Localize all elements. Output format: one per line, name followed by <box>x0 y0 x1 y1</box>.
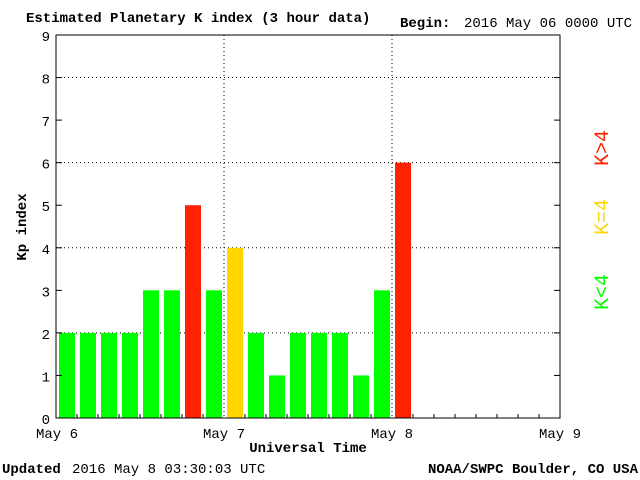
y-tick-label: 9 <box>42 30 50 46</box>
bar <box>311 332 327 418</box>
legend-label: K>4 <box>592 130 615 166</box>
x-tick-label: May 8 <box>371 427 413 443</box>
y-tick-label: 5 <box>42 200 50 216</box>
bar <box>101 332 117 418</box>
begin-label: Begin: <box>400 16 450 32</box>
begin-date: 2016 May 06 0000 UTC <box>464 16 632 32</box>
bar <box>143 290 159 418</box>
legend-label: K=4 <box>592 199 615 235</box>
x-axis-label: Universal Time <box>249 441 367 457</box>
y-tick-label: 3 <box>42 285 50 301</box>
x-tick-label: May 6 <box>36 427 78 443</box>
bar <box>164 290 180 418</box>
y-tick-label: 6 <box>42 158 50 174</box>
bar <box>248 332 264 418</box>
y-tick-label: 4 <box>42 243 50 259</box>
bar <box>122 332 138 418</box>
bar <box>269 375 285 418</box>
bar <box>332 332 348 418</box>
source: NOAA/SWPC Boulder, CO USA <box>428 462 639 478</box>
bar <box>227 247 243 418</box>
bar <box>290 332 306 418</box>
bar <box>395 162 411 418</box>
y-tick-label: 2 <box>42 328 50 344</box>
bar <box>59 332 75 418</box>
updated-label: Updated <box>2 462 61 478</box>
legend-label: K<4 <box>592 274 615 310</box>
y-tick-label: 7 <box>42 115 50 131</box>
y-tick-label: 1 <box>42 370 50 386</box>
chart-title: Estimated Planetary K index (3 hour data… <box>26 11 370 27</box>
x-tick-label: May 9 <box>539 427 581 443</box>
y-tick-label: 8 <box>42 73 50 89</box>
x-tick-label: May 7 <box>203 427 245 443</box>
bar <box>374 290 390 418</box>
bar <box>80 332 96 418</box>
y-tick-label: 0 <box>42 413 50 429</box>
bar <box>185 205 201 418</box>
y-axis-label: Kp index <box>15 193 31 261</box>
bar <box>206 290 222 418</box>
bar <box>353 375 369 418</box>
updated-date: 2016 May 8 03:30:03 UTC <box>72 462 265 478</box>
